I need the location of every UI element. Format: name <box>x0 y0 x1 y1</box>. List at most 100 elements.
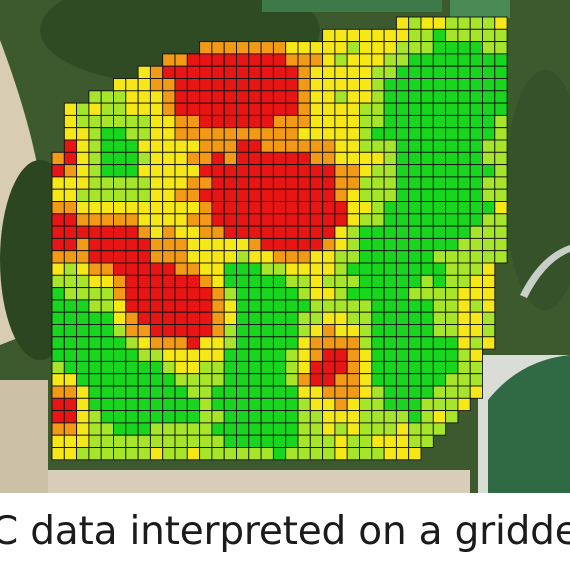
grid-cell <box>248 385 262 399</box>
grid-cell <box>260 274 274 289</box>
grid-cell <box>334 78 348 92</box>
grid-cell <box>113 139 127 153</box>
grid-cell <box>51 348 65 362</box>
grid-cell <box>297 53 311 67</box>
grid-cell <box>482 213 496 227</box>
grid-cell <box>420 127 434 141</box>
grid-cell <box>346 176 360 190</box>
grid-cell <box>76 324 90 338</box>
grid-cell <box>432 127 447 141</box>
grid-cell <box>285 373 299 387</box>
grid-cell <box>420 188 434 202</box>
grid-cell <box>236 176 250 190</box>
grid-cell <box>113 127 127 141</box>
grid-cell <box>260 201 274 215</box>
grid-cell <box>408 447 422 461</box>
grid-cell <box>125 410 139 424</box>
grid-cell <box>248 90 262 104</box>
grid-cell <box>113 287 127 301</box>
grid-cell <box>432 422 447 436</box>
grid-cell <box>100 237 114 252</box>
grid-cell <box>408 360 422 375</box>
grid-cell <box>162 90 176 104</box>
grid-cell <box>51 164 65 178</box>
grid-cell <box>162 360 176 375</box>
grid-cell <box>457 262 471 276</box>
grid-cell <box>420 373 434 387</box>
grid-cell <box>199 434 213 448</box>
grid-cell <box>125 250 139 264</box>
grid-cell <box>76 422 90 436</box>
grid-cell <box>469 237 483 252</box>
grid-cell <box>445 41 459 55</box>
grid-cell <box>211 373 225 387</box>
grid-cell <box>162 311 176 325</box>
grid-cell <box>211 201 225 215</box>
grid-cell <box>149 225 164 239</box>
grid-cell <box>63 311 78 325</box>
grid-cell <box>272 360 287 375</box>
grid-cell <box>432 360 447 375</box>
grid-cell <box>285 385 299 399</box>
grid-cell <box>51 447 65 461</box>
caption-text: C data interpreted on a gridded <box>0 510 570 570</box>
grid-cell <box>211 78 225 92</box>
grid-cell <box>211 447 225 461</box>
grid-cell <box>408 151 422 166</box>
grid-cell <box>420 385 434 399</box>
grid-cell <box>432 201 447 215</box>
grid-cell <box>383 299 397 313</box>
grid-cell <box>334 65 348 79</box>
grid-cell <box>408 274 422 289</box>
grid-cell <box>162 225 176 239</box>
grid-cell <box>383 262 397 276</box>
grid-cell <box>162 434 176 448</box>
grid-cell <box>420 151 434 166</box>
grid-cell <box>359 90 373 104</box>
grid-cell <box>285 188 299 202</box>
grid-cell <box>260 41 274 55</box>
grid-cell <box>199 250 213 264</box>
grid-cell <box>482 324 496 338</box>
grid-cell <box>186 213 201 227</box>
grid-cell <box>469 114 483 129</box>
grid-cell <box>420 410 434 424</box>
grid-cell <box>469 41 483 55</box>
grid-cell <box>371 348 385 362</box>
grid-cell <box>371 410 385 424</box>
grid-cell <box>223 324 237 338</box>
grid-cell <box>63 410 78 424</box>
grid-cell <box>260 176 274 190</box>
grid-cell <box>149 188 164 202</box>
grid-cell <box>63 262 78 276</box>
grid-cell <box>149 447 164 461</box>
grid-cell <box>383 139 397 153</box>
grid-cell <box>408 127 422 141</box>
grid-cell <box>51 385 65 399</box>
grid-cell <box>297 274 311 289</box>
grid-cell <box>297 213 311 227</box>
grid-cell <box>457 299 471 313</box>
grid-cell <box>199 102 213 116</box>
grid-cell <box>285 311 299 325</box>
grid-cell <box>309 336 324 350</box>
grid-cell <box>309 274 324 289</box>
grid-cell <box>100 434 114 448</box>
grid-cell <box>322 127 336 141</box>
grid-cell <box>420 41 434 55</box>
grid-cell <box>383 324 397 338</box>
grid-cell <box>137 114 151 129</box>
grid-cell <box>236 262 250 276</box>
grid-cell <box>248 53 262 67</box>
grid-cell <box>149 410 164 424</box>
grid-cell <box>334 287 348 301</box>
grid-cell <box>494 16 508 30</box>
grid-cell <box>359 422 373 436</box>
grid-cell <box>469 127 483 141</box>
grid-cell <box>186 102 201 116</box>
grid-cell <box>285 262 299 276</box>
grid-cell <box>309 114 324 129</box>
grid-cell <box>334 114 348 129</box>
grid-cell <box>199 90 213 104</box>
grid-cell <box>445 373 459 387</box>
